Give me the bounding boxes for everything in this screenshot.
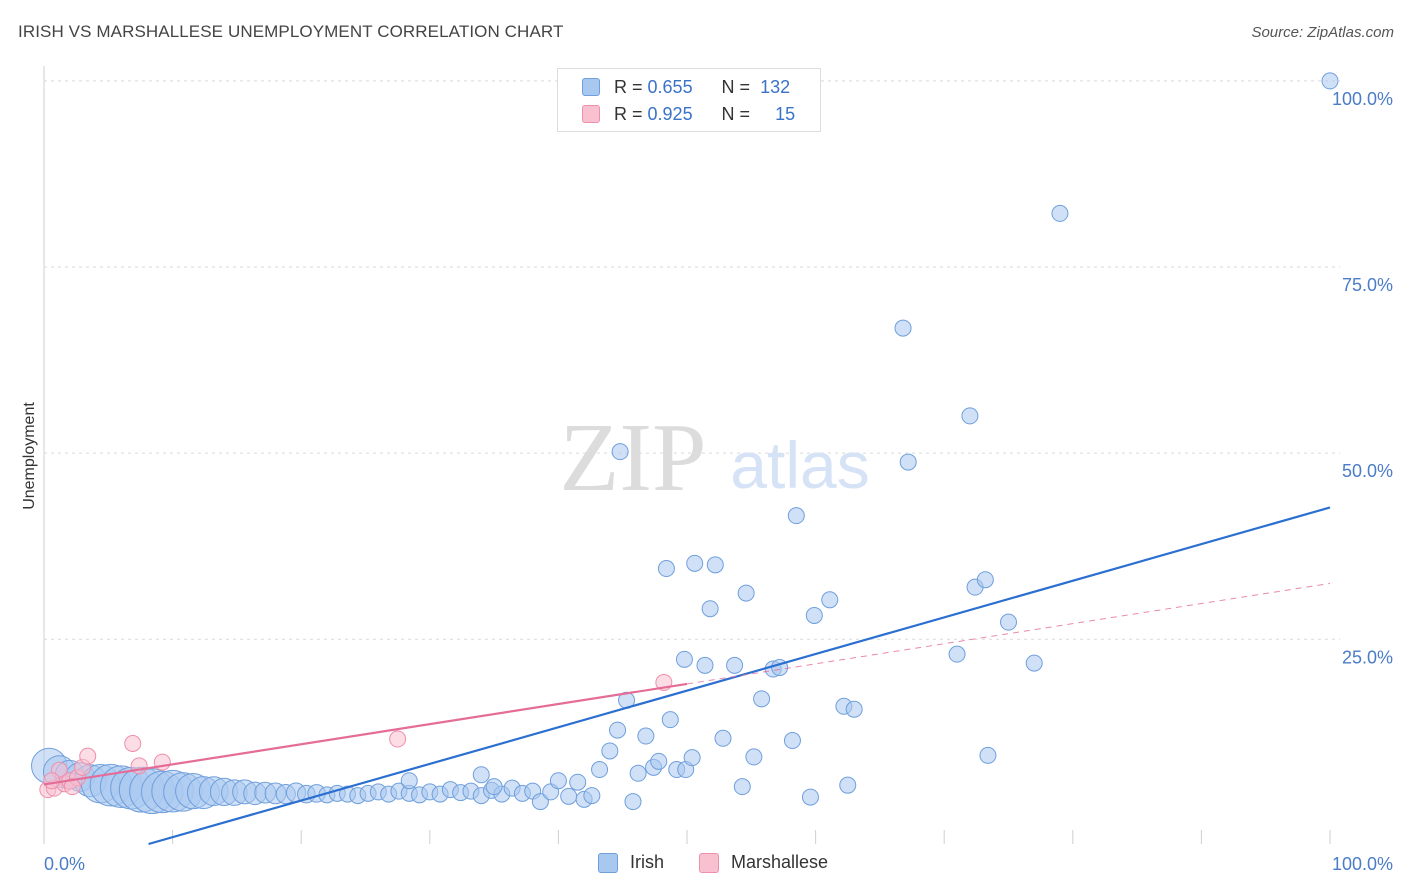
irish-point[interactable] <box>601 742 619 760</box>
irish-point[interactable] <box>629 764 647 782</box>
irish-point[interactable] <box>979 746 997 764</box>
marshallese-points <box>39 673 673 799</box>
irish-point[interactable] <box>657 560 675 578</box>
legend-marshallese-swatch <box>699 852 719 873</box>
irish-point[interactable] <box>726 656 744 674</box>
irish-point[interactable] <box>637 727 655 745</box>
chart-title: IRISH VS MARSHALLESE UNEMPLOYMENT CORREL… <box>18 22 564 41</box>
irish-point[interactable] <box>583 787 601 805</box>
irish-point[interactable] <box>675 650 693 668</box>
legend-row-marshallese: R = 0.925 N = 15 <box>582 102 795 126</box>
irish-point[interactable] <box>1025 654 1043 672</box>
irish-point[interactable] <box>894 319 912 337</box>
irish-point[interactable] <box>1051 204 1069 222</box>
irish-point[interactable] <box>683 749 701 767</box>
irish-n-value: 132 <box>760 76 791 97</box>
irish-point[interactable] <box>591 761 609 779</box>
irish-point[interactable] <box>701 600 719 618</box>
marshallese-point[interactable] <box>389 730 407 748</box>
legend-marshallese-label: Marshallese <box>731 852 829 872</box>
irish-point[interactable] <box>1321 72 1339 90</box>
irish-point[interactable] <box>839 776 857 794</box>
irish-point[interactable] <box>661 711 679 729</box>
marshallese-swatch <box>582 105 600 123</box>
tick-labels: 25.0% 50.0% 75.0% 100.0% 0.0% 100.0% <box>44 89 1393 874</box>
marshallese-n-value: 15 <box>775 103 796 124</box>
irish-point[interactable] <box>696 656 714 674</box>
irish-r-label: R = <box>614 76 643 97</box>
irish-swatch <box>582 78 600 96</box>
irish-point[interactable] <box>899 453 917 471</box>
marshallese-point[interactable] <box>79 747 97 765</box>
irish-point[interactable] <box>569 773 587 791</box>
marshallese-trend-extension <box>686 582 1331 685</box>
marshallese-point[interactable] <box>63 778 81 796</box>
irish-r-value: 0.655 <box>647 76 693 97</box>
irish-point[interactable] <box>787 507 805 525</box>
irish-point[interactable] <box>549 772 567 790</box>
irish-point[interactable] <box>650 752 668 770</box>
irish-point[interactable] <box>801 788 819 806</box>
marshallese-trend-line <box>43 682 688 786</box>
irish-point[interactable] <box>472 766 490 784</box>
irish-point[interactable] <box>948 645 966 663</box>
irish-point[interactable] <box>805 606 823 624</box>
grid-lines <box>43 66 1340 844</box>
irish-trend-line <box>148 506 1331 846</box>
x-tick-label-min: 0.0% <box>44 854 85 874</box>
watermark-zip: ZIP <box>560 404 707 512</box>
marshallese-n-label: N = <box>721 103 751 124</box>
irish-point[interactable] <box>961 407 979 425</box>
trend-lines <box>43 506 1331 846</box>
watermark-atlas: atlas <box>730 428 869 502</box>
irish-point[interactable] <box>611 443 629 461</box>
irish-point[interactable] <box>686 554 704 572</box>
irish-n-label: N = <box>721 76 751 97</box>
irish-point[interactable] <box>737 584 755 602</box>
irish-point[interactable] <box>733 778 751 796</box>
y-tick-label: 100.0% <box>1332 89 1393 109</box>
irish-point[interactable] <box>1000 613 1017 631</box>
y-tick-label: 50.0% <box>1342 461 1393 481</box>
y-tick-label: 25.0% <box>1342 647 1393 667</box>
irish-point[interactable] <box>821 591 839 609</box>
irish-point[interactable] <box>753 690 771 708</box>
legend-row-irish: R = 0.655 N = 132 <box>582 75 790 99</box>
irish-point[interactable] <box>845 700 863 718</box>
irish-point[interactable] <box>976 571 994 589</box>
legend-item-marshallese[interactable]: Marshallese <box>699 852 828 873</box>
irish-point[interactable] <box>624 793 642 811</box>
source-label: Source: ZipAtlas.com <box>1251 24 1394 41</box>
x-tick-label-max: 100.0% <box>1332 854 1393 874</box>
irish-point[interactable] <box>400 772 418 790</box>
irish-point[interactable] <box>745 748 763 766</box>
irish-point[interactable] <box>609 721 627 739</box>
marshallese-r-value: 0.925 <box>647 103 693 124</box>
marshallese-point[interactable] <box>124 734 142 752</box>
irish-point[interactable] <box>706 556 724 574</box>
watermark: ZIP atlas <box>560 404 870 512</box>
series-legend: Irish Marshallese <box>0 852 1406 876</box>
y-tick-label: 75.0% <box>1342 275 1393 295</box>
legend-irish-swatch <box>598 852 618 873</box>
marshallese-point[interactable] <box>43 772 61 790</box>
stats-legend: R = 0.655 N = 132 R = 0.925 N = 15 <box>557 68 821 132</box>
legend-item-irish[interactable]: Irish <box>598 852 664 873</box>
irish-point[interactable] <box>714 729 732 747</box>
marshallese-r-label: R = <box>614 103 643 124</box>
irish-point[interactable] <box>560 787 578 805</box>
irish-point[interactable] <box>485 778 503 796</box>
irish-point[interactable] <box>783 732 801 750</box>
legend-irish-label: Irish <box>630 852 665 872</box>
